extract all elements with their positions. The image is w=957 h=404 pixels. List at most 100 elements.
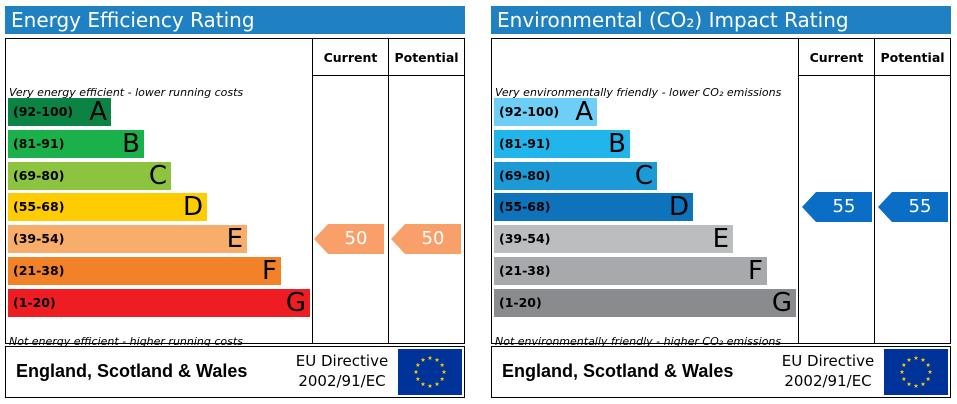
band-letter-label: E bbox=[226, 224, 243, 255]
star-icon bbox=[920, 381, 926, 387]
star-icon bbox=[434, 381, 440, 387]
band-g: (1-20) G bbox=[8, 287, 310, 318]
band-letter-label: G bbox=[771, 287, 792, 318]
potential-rating-value: 50 bbox=[421, 228, 445, 250]
environmental-impact-chart: Environmental (CO₂) Impact Rating Curren… bbox=[491, 6, 951, 398]
star-icon bbox=[906, 357, 912, 362]
potential-rating-value: 55 bbox=[908, 196, 932, 218]
directive-line-1: EU Directive bbox=[295, 352, 389, 370]
potential-rating-arrow: 55 bbox=[878, 192, 948, 223]
band-b: (81-91) B bbox=[8, 128, 144, 159]
star-icon bbox=[434, 357, 440, 362]
band-letter-label: B bbox=[608, 128, 626, 159]
band-range-label: (21-38) bbox=[13, 263, 65, 278]
band-range-label: (92-100) bbox=[499, 104, 560, 119]
star-icon bbox=[920, 357, 926, 362]
eu-directive: EU Directive 2002/91/EC bbox=[774, 351, 882, 391]
star-icon bbox=[906, 381, 912, 387]
band-range-label: (69-80) bbox=[13, 167, 65, 183]
star-icon bbox=[901, 376, 907, 381]
arrow-shape bbox=[878, 192, 948, 223]
top-caption: Very energy efficient - lower running co… bbox=[9, 86, 244, 99]
band-range-label: (1-20) bbox=[499, 294, 542, 310]
star-icon bbox=[439, 362, 445, 367]
column-divider bbox=[388, 39, 389, 343]
band-d: (55-68) D bbox=[494, 192, 693, 223]
star-icon bbox=[413, 369, 419, 374]
footer: England, Scotland & Wales EU Directive 2… bbox=[5, 346, 465, 398]
current-column-header: Current bbox=[323, 50, 378, 65]
band-range-label: (81-91) bbox=[499, 135, 551, 151]
star-icon bbox=[420, 357, 426, 362]
potential-column-header: Potential bbox=[394, 50, 459, 65]
band-letter-label: B bbox=[122, 128, 140, 159]
band-range-label: (69-80) bbox=[499, 167, 551, 183]
band-range-label: (81-91) bbox=[13, 135, 65, 151]
eu-flag-icon bbox=[884, 349, 948, 395]
band-range-label: (1-20) bbox=[13, 294, 56, 310]
band-range-label: (55-68) bbox=[499, 199, 551, 215]
band-letter-label: F bbox=[262, 256, 277, 286]
eu-flag-icon bbox=[398, 349, 462, 395]
rating-table: Current Potential Very environmentally f… bbox=[491, 38, 951, 348]
current-rating-arrow: 50 bbox=[314, 224, 384, 255]
star-icon bbox=[901, 362, 907, 367]
band-letter-label: E bbox=[712, 224, 729, 255]
band-b: (81-91) B bbox=[494, 128, 630, 159]
band-letter-label: G bbox=[285, 287, 306, 318]
potential-rating-arrow: 50 bbox=[391, 224, 461, 255]
current-rating-value: 55 bbox=[832, 196, 856, 218]
bottom-caption: Not environmentally friendly - higher CO… bbox=[495, 335, 782, 348]
star-icon bbox=[925, 376, 931, 381]
column-divider bbox=[312, 39, 313, 343]
header-divider bbox=[798, 75, 950, 76]
directive-line-2: 2002/91/EC bbox=[784, 372, 872, 390]
band-a: (92-100) A bbox=[494, 97, 597, 127]
column-divider bbox=[874, 39, 875, 343]
top-caption: Very environmentally friendly - lower CO… bbox=[495, 86, 782, 99]
band-letter-label: C bbox=[148, 160, 167, 191]
arrow-shape bbox=[802, 192, 872, 223]
header-divider bbox=[312, 75, 464, 76]
band-e: (39-54) E bbox=[8, 224, 247, 255]
star-icon bbox=[925, 362, 931, 367]
band-range-label: (21-38) bbox=[499, 263, 551, 278]
band-c: (69-80) C bbox=[8, 160, 171, 191]
potential-column-header: Potential bbox=[880, 50, 945, 65]
band-e: (39-54) E bbox=[494, 224, 733, 255]
energy-efficiency-chart: Energy Efficiency Rating Current Potenti… bbox=[5, 6, 465, 398]
band-a: (92-100) A bbox=[8, 97, 111, 127]
region-label: England, Scotland & Wales bbox=[502, 361, 734, 381]
region-label: England, Scotland & Wales bbox=[16, 361, 248, 381]
band-letter-label: D bbox=[182, 192, 203, 223]
star-icon bbox=[441, 369, 447, 374]
star-icon bbox=[913, 383, 919, 388]
band-letter-label: A bbox=[89, 97, 107, 127]
band-letter-label: C bbox=[634, 160, 653, 191]
star-icon bbox=[927, 369, 933, 374]
bottom-caption: Not energy efficient - higher running co… bbox=[9, 335, 243, 348]
rating-table: Current Potential Very energy efficient … bbox=[5, 38, 465, 348]
directive-line-2: 2002/91/EC bbox=[298, 372, 386, 390]
current-rating-arrow: 55 bbox=[802, 192, 872, 223]
band-range-label: (55-68) bbox=[13, 199, 65, 215]
band-d: (55-68) D bbox=[8, 192, 207, 223]
star-icon bbox=[427, 355, 433, 360]
star-icon bbox=[913, 355, 919, 360]
eu-directive: EU Directive 2002/91/EC bbox=[288, 351, 396, 391]
star-icon bbox=[420, 381, 426, 387]
arrow-shape bbox=[314, 224, 384, 255]
star-icon bbox=[899, 369, 905, 374]
band-range-label: (39-54) bbox=[499, 231, 551, 247]
star-icon bbox=[415, 376, 421, 381]
band-c: (69-80) C bbox=[494, 160, 657, 191]
chart-title: Energy Efficiency Rating bbox=[5, 6, 465, 34]
star-icon bbox=[415, 362, 421, 367]
arrow-shape bbox=[391, 224, 461, 255]
band-range-label: (92-100) bbox=[13, 104, 74, 119]
band-f: (21-38) F bbox=[8, 256, 281, 286]
band-letter-label: A bbox=[575, 97, 593, 127]
band-letter-label: D bbox=[668, 192, 689, 223]
chart-title: Environmental (CO₂) Impact Rating bbox=[491, 6, 951, 34]
band-range-label: (39-54) bbox=[13, 231, 65, 247]
